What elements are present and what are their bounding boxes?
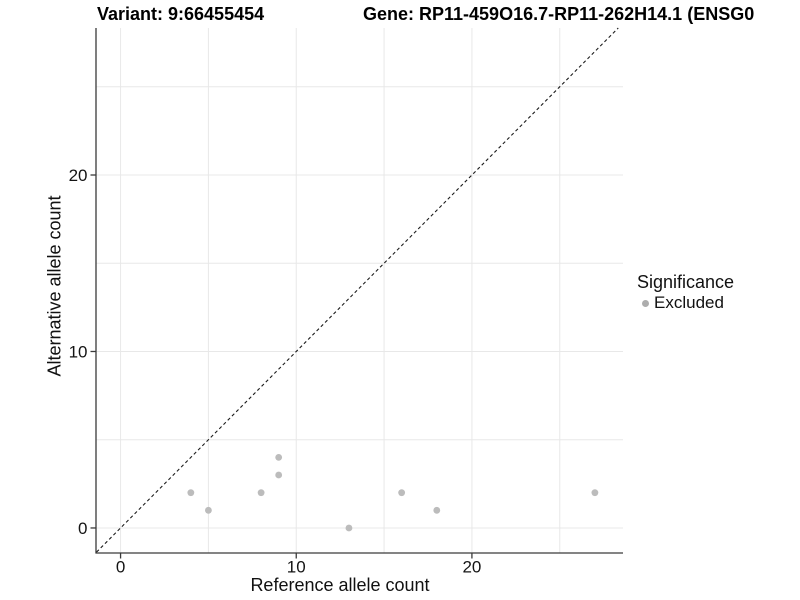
y-tick-label: 0 xyxy=(78,519,87,538)
legend-title: Significance xyxy=(637,272,735,292)
data-point xyxy=(275,471,283,479)
x-axis-title: Reference allele count xyxy=(250,575,430,595)
data-point xyxy=(591,489,599,497)
y-tick-label: 20 xyxy=(69,166,88,185)
data-point xyxy=(345,524,353,532)
data-point xyxy=(398,489,406,497)
y-tick-label: 10 xyxy=(69,342,88,361)
legend-item: Excluded xyxy=(637,293,734,312)
identity-line xyxy=(96,27,619,553)
data-point xyxy=(257,489,265,497)
gene-title: Gene: RP11-459O16.7-RP11-262H14.1 (ENSG0 xyxy=(363,4,755,24)
legend: Significance Excluded xyxy=(637,272,734,312)
y-axis-title: Alternative allele count xyxy=(44,195,65,377)
legend-key-dot xyxy=(642,299,649,307)
x-tick-label: 0 xyxy=(116,558,125,577)
legend-item-label: Excluded xyxy=(654,293,724,312)
data-point xyxy=(187,489,195,497)
data-point xyxy=(275,453,283,461)
variant-title: Variant: 9:66455454 xyxy=(97,4,265,24)
data-point xyxy=(205,506,212,514)
data-point xyxy=(433,506,441,514)
x-tick-label: 20 xyxy=(462,558,481,577)
x-tick-label: 10 xyxy=(287,558,306,577)
